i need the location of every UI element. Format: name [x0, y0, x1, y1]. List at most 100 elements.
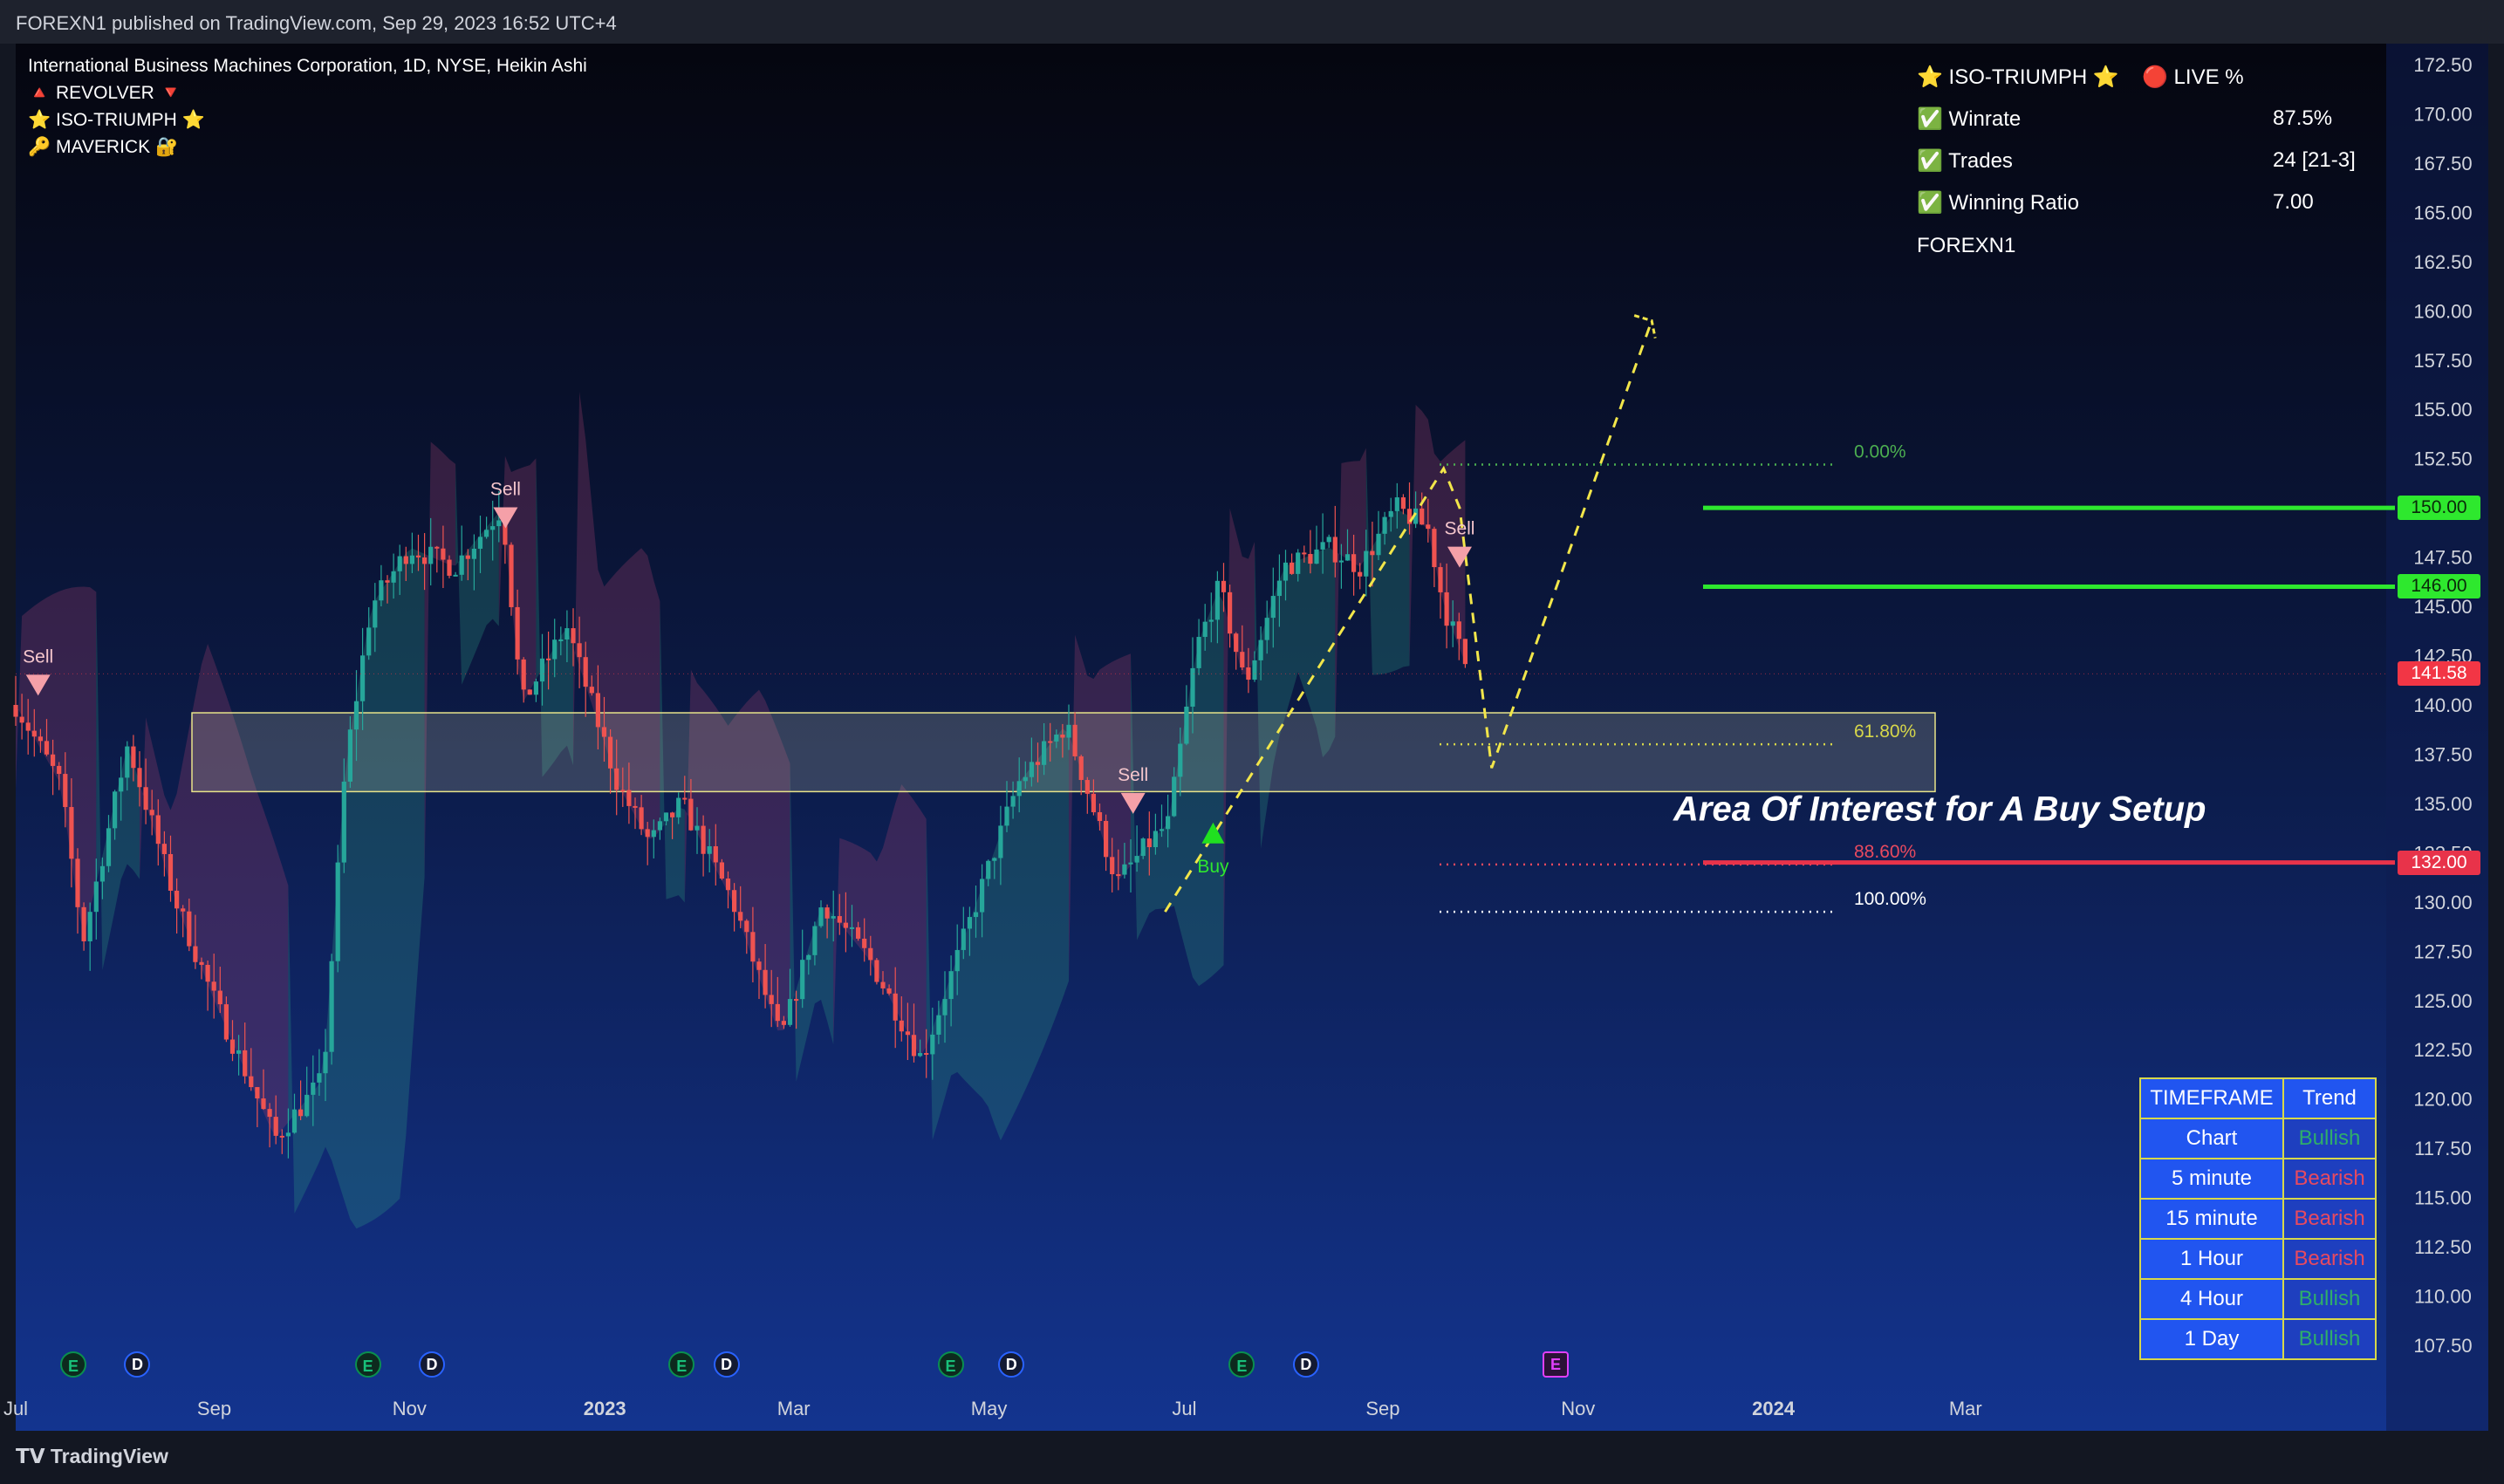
- sell-arrow-icon[interactable]: [493, 507, 518, 529]
- candle: [707, 829, 712, 873]
- candle: [893, 967, 898, 1049]
- candle: [113, 790, 118, 840]
- time-axis[interactable]: Jul Sep Nov 2023 Mar May Jul Sep Nov 2024 Mar: [3, 1398, 1982, 1419]
- dividend-icon[interactable]: D: [124, 1351, 151, 1378]
- buy-arrow-icon[interactable]: [1201, 822, 1225, 844]
- projection-line[interactable]: [1164, 320, 1653, 913]
- candle: [1004, 781, 1009, 832]
- candle: [1308, 530, 1313, 574]
- cloud-segment: [833, 784, 927, 1057]
- candle: [701, 815, 706, 877]
- candle: [353, 670, 359, 762]
- earnings-icon[interactable]: E: [60, 1351, 87, 1378]
- stats-title: ⭐ ISO-TRIUMPH ⭐: [1917, 65, 2119, 89]
- cloud-segment: [16, 586, 97, 938]
- candle: [273, 1095, 278, 1145]
- candle: [1264, 600, 1269, 654]
- earnings-icon[interactable]: E: [1228, 1351, 1255, 1378]
- sell-label: Sell: [1118, 765, 1148, 785]
- tradingview-logo[interactable]: 𝗧𝗩 TradingView: [16, 1445, 168, 1468]
- candle: [831, 890, 836, 942]
- sell-arrow-icon[interactable]: [1120, 792, 1146, 814]
- candle: [131, 735, 136, 782]
- candle: [174, 878, 180, 934]
- candle: [1214, 571, 1220, 644]
- live-badge: 🔴 LIVE %: [2142, 65, 2244, 89]
- candle: [229, 1020, 236, 1062]
- candle: [1438, 563, 1443, 619]
- candle: [1302, 545, 1307, 563]
- x-tick-label: Nov: [1561, 1398, 1595, 1419]
- y-tick-label: 137.50: [2413, 743, 2472, 765]
- candle: [1420, 492, 1425, 525]
- candle: [1246, 647, 1251, 694]
- candle: [1276, 554, 1282, 627]
- trend-row: 1 Hour Bearish: [2139, 1238, 2377, 1280]
- candle: [843, 892, 848, 953]
- earnings-icon[interactable]: E: [668, 1351, 695, 1378]
- candle: [862, 918, 867, 962]
- trend-table: TIMEFRAME Trend Chart Bullish 5 minute B…: [2139, 1077, 2377, 1360]
- candle: [1344, 529, 1351, 561]
- cloud-segment: [96, 592, 140, 971]
- candle: [1140, 837, 1146, 859]
- zone-box[interactable]: [191, 712, 1936, 793]
- indicator-iso-triumph[interactable]: ⭐ ISO-TRIUMPH ⭐: [28, 110, 205, 130]
- candle: [1134, 825, 1139, 872]
- candle: [1146, 811, 1152, 876]
- candle: [341, 758, 346, 873]
- cloud-segment: [536, 458, 573, 777]
- sell-arrow-icon[interactable]: [25, 674, 51, 696]
- y-tick-label: 115.00: [2414, 1187, 2472, 1209]
- y-tick-label: 122.50: [2413, 1039, 2472, 1061]
- price-level-label[interactable]: 150.00: [2398, 496, 2480, 521]
- candle: [69, 778, 74, 888]
- price-axis-background: [2386, 44, 2488, 1431]
- earnings-icon[interactable]: E: [354, 1351, 381, 1378]
- candle: [837, 893, 842, 935]
- candle: [918, 1039, 923, 1057]
- price-level-label[interactable]: 132.00: [2398, 850, 2480, 875]
- candle: [1029, 737, 1034, 787]
- earnings-icon[interactable]: E: [937, 1351, 964, 1378]
- y-tick-label: 145.00: [2413, 596, 2472, 618]
- candle: [261, 1069, 266, 1110]
- candle: [787, 968, 793, 1027]
- candle: [385, 575, 390, 604]
- candle: [403, 546, 408, 581]
- timeframe-cell: Chart: [2139, 1118, 2284, 1159]
- dividend-icon[interactable]: D: [419, 1351, 446, 1378]
- timeframe-cell: 5 minute: [2139, 1158, 2284, 1200]
- price-chart[interactable]: Area Of Interest for A Buy Setup 0.00% 61…: [0, 0, 2504, 1431]
- candle: [415, 534, 421, 571]
- price-level-label[interactable]: 141.58: [2398, 661, 2480, 687]
- dividend-icon[interactable]: D: [713, 1351, 740, 1378]
- price-level-label[interactable]: 146.00: [2398, 574, 2480, 599]
- y-tick-label: 167.50: [2413, 153, 2472, 174]
- candle: [750, 906, 756, 983]
- winning-ratio-label: ✅ Winning Ratio: [1917, 191, 2079, 215]
- trades-value: 24 [21-3]: [2273, 148, 2356, 172]
- candle: [1358, 563, 1363, 590]
- candle: [428, 517, 434, 586]
- cloud-segment: [790, 763, 834, 1082]
- candle: [725, 871, 731, 909]
- earnings-icon[interactable]: E: [1543, 1351, 1570, 1378]
- candles: [13, 482, 1468, 1159]
- candle: [1462, 639, 1468, 668]
- candle: [193, 914, 198, 969]
- trend-row: 5 minute Bearish: [2139, 1158, 2377, 1200]
- dividend-icon[interactable]: D: [998, 1351, 1025, 1378]
- indicator-maverick[interactable]: 🔑 MAVERICK 🔐: [28, 137, 179, 157]
- candle: [397, 544, 402, 595]
- candle: [199, 957, 204, 980]
- candle: [1178, 727, 1183, 797]
- candle: [806, 954, 811, 975]
- dividend-icon[interactable]: D: [1292, 1351, 1319, 1378]
- trend-table-header: TIMEFRAME Trend: [2139, 1077, 2377, 1119]
- projection-arrowhead: [1633, 314, 1657, 339]
- y-tick-label: 135.00: [2413, 793, 2472, 815]
- sell-arrow-icon[interactable]: [1447, 546, 1472, 568]
- trend-row: Chart Bullish: [2139, 1118, 2377, 1159]
- indicator-revolver[interactable]: 🔺 REVOLVER 🔻: [28, 83, 182, 103]
